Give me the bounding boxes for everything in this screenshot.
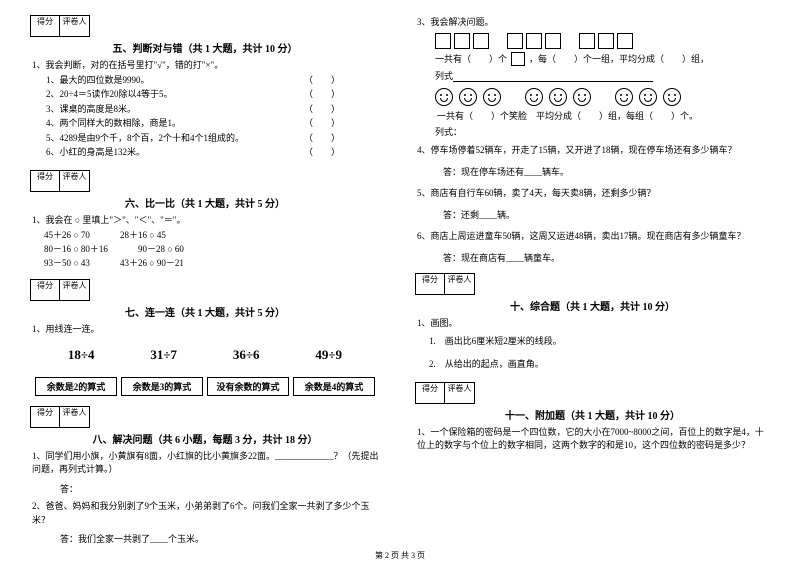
score-box-8: 得分 评卷人 xyxy=(30,406,380,428)
score-cell: 得分 xyxy=(30,279,60,301)
sec10-intro: 1、画图。 xyxy=(417,317,770,331)
face-icon xyxy=(615,88,633,106)
page-footer: 第 2 页 共 3 页 xyxy=(0,550,800,561)
sec8-q1: 1、同学们用小旗，小黄旗有8面，小红旗的比小黄旗多22面。___________… xyxy=(32,450,380,477)
sec5-item: 2、20÷4＝5读作20除以4等于5。（ ） xyxy=(32,88,380,102)
sec10-i2: 2. 从给出的起点，画直角。 xyxy=(415,358,770,372)
sec7-divs: 18÷4 31÷7 36÷6 49÷9 xyxy=(30,347,380,363)
sec5-item: 3、课桌的高度是8米。（ ） xyxy=(32,103,380,117)
score-cell: 得分 xyxy=(30,15,60,37)
q3-faces xyxy=(435,88,770,106)
reviewer-cell: 评卷人 xyxy=(60,406,90,428)
sec5-title: 五、判断对与错（共 1 大题，共计 10 分） xyxy=(30,40,380,55)
reviewer-cell: 评卷人 xyxy=(445,273,475,295)
face-icon xyxy=(435,88,453,106)
reviewer-cell: 评卷人 xyxy=(60,170,90,192)
tag: 余数是2的算式 xyxy=(35,377,117,396)
q5: 5、商店有自行车60辆，卖了4天，每天卖8辆，还剩多少辆？ xyxy=(417,187,770,201)
sec5-item: 4、两个同样大的数相除，商是1。（ ） xyxy=(32,117,380,131)
tag: 没有余数的算式 xyxy=(207,377,289,396)
sec8-q2ans: 答：我们全家一共剥了____个玉米。 xyxy=(32,533,380,547)
face-icon xyxy=(525,88,543,106)
q3-formula1: 列式 xyxy=(415,69,770,82)
sec6-row: 93－50 ○ 4343＋26 ○ 90－21 xyxy=(30,256,380,269)
score-cell: 得分 xyxy=(415,273,445,295)
sec8-title: 八、解决问题（共 6 小题，每题 3 分，共计 18 分） xyxy=(30,431,380,446)
face-icon xyxy=(573,88,591,106)
q4: 4、停车场停着52辆车，开走了15辆，又开进了18辆，现在停车场还有多少辆车？ xyxy=(417,144,770,158)
score-box-11: 得分 评卷人 xyxy=(415,382,770,404)
sec11-title: 十一、附加题（共 1 大题，共计 10 分） xyxy=(415,407,770,422)
sec8-q2: 2、爸爸、妈妈和我分别剥了9个玉米，小弟弟剥了6个。问我们全家一共剥了多少个玉米… xyxy=(32,500,380,527)
score-box-5: 得分 评卷人 xyxy=(30,15,380,37)
reviewer-cell: 评卷人 xyxy=(445,382,475,404)
score-box-7: 得分 评卷人 xyxy=(30,279,380,301)
reviewer-cell: 评卷人 xyxy=(60,15,90,37)
sec5-item: 6、小红的身高是132米。（ ） xyxy=(32,146,380,160)
score-box-6: 得分 评卷人 xyxy=(30,170,380,192)
face-icon xyxy=(549,88,567,106)
face-icon xyxy=(639,88,657,106)
q3-boxes xyxy=(415,33,770,49)
left-column: 得分 评卷人 五、判断对与错（共 1 大题，共计 10 分） 1、我会判断，对的… xyxy=(0,0,400,565)
sec7-title: 七、连一连（共 1 大题，共计 5 分） xyxy=(30,304,380,319)
tag: 余数是3的算式 xyxy=(121,377,203,396)
sec6-row: 80－16 ○ 80＋1690－28 ○ 60 xyxy=(30,242,380,255)
sec7-intro: 1、用线连一连。 xyxy=(32,323,380,337)
q5ans: 答：还剩____辆。 xyxy=(415,209,770,223)
q3-formula2: 列式： xyxy=(415,125,770,138)
q3-intro: 3、我会解决问题。 xyxy=(417,16,770,30)
square-icon xyxy=(511,52,525,66)
sec6-intro: 1、我会在 ○ 里填上"＞"、"＜"、"＝"。 xyxy=(32,214,380,228)
tag: 余数是4的算式 xyxy=(293,377,375,396)
q3-line2: 一共有（ ）个笑脸 平均分成（ ）组，每组（ ）个。 xyxy=(417,110,770,124)
sec7-tags: 余数是2的算式 余数是3的算式 没有余数的算式 余数是4的算式 xyxy=(30,377,380,396)
score-cell: 得分 xyxy=(30,170,60,192)
face-icon xyxy=(663,88,681,106)
score-cell: 得分 xyxy=(30,406,60,428)
score-box-10: 得分 评卷人 xyxy=(415,273,770,295)
face-icon xyxy=(483,88,501,106)
sec5-item: 1、最大的四位数是9990。（ ） xyxy=(32,74,380,88)
reviewer-cell: 评卷人 xyxy=(60,279,90,301)
sec6-row: 45＋26 ○ 7028＋16 ○ 45 xyxy=(30,228,380,241)
sec11-q: 1、一个保险箱的密码是一个四位数，它的大小在7000~8000之间，百位上的数字… xyxy=(417,426,770,453)
score-cell: 得分 xyxy=(415,382,445,404)
sec10-title: 十、综合题（共 1 大题，共计 10 分） xyxy=(415,298,770,313)
q4ans: 答：现在停车场还有____辆车。 xyxy=(415,166,770,180)
sec5-item: 5、4289是由9个千，8个百，2个十和4个1组成的。（ ） xyxy=(32,132,380,146)
q6ans: 答：现在商店有____辆童车。 xyxy=(415,252,770,266)
sec8-q1ans: 答： xyxy=(32,483,380,497)
sec5-intro: 1、我会判断，对的在括号里打"√"，错的打"×"。 xyxy=(32,59,380,73)
q6: 6、商店上周运进童车50辆，这周又运进48辆，卖出17辆。现在商店有多少辆童车？ xyxy=(417,230,770,244)
sec6-title: 六、比一比（共 1 大题，共计 5 分） xyxy=(30,195,380,210)
right-column: 3、我会解决问题。 一共有（ ）个 ，每（ ）个一组，平均分成（ ）组， 列式 … xyxy=(400,0,800,565)
face-icon xyxy=(459,88,477,106)
sec10-i1: 1. 画出比6厘米短2厘米的线段。 xyxy=(415,335,770,349)
q3-line1: 一共有（ ）个 ，每（ ）个一组，平均分成（ ）组， xyxy=(415,52,770,66)
